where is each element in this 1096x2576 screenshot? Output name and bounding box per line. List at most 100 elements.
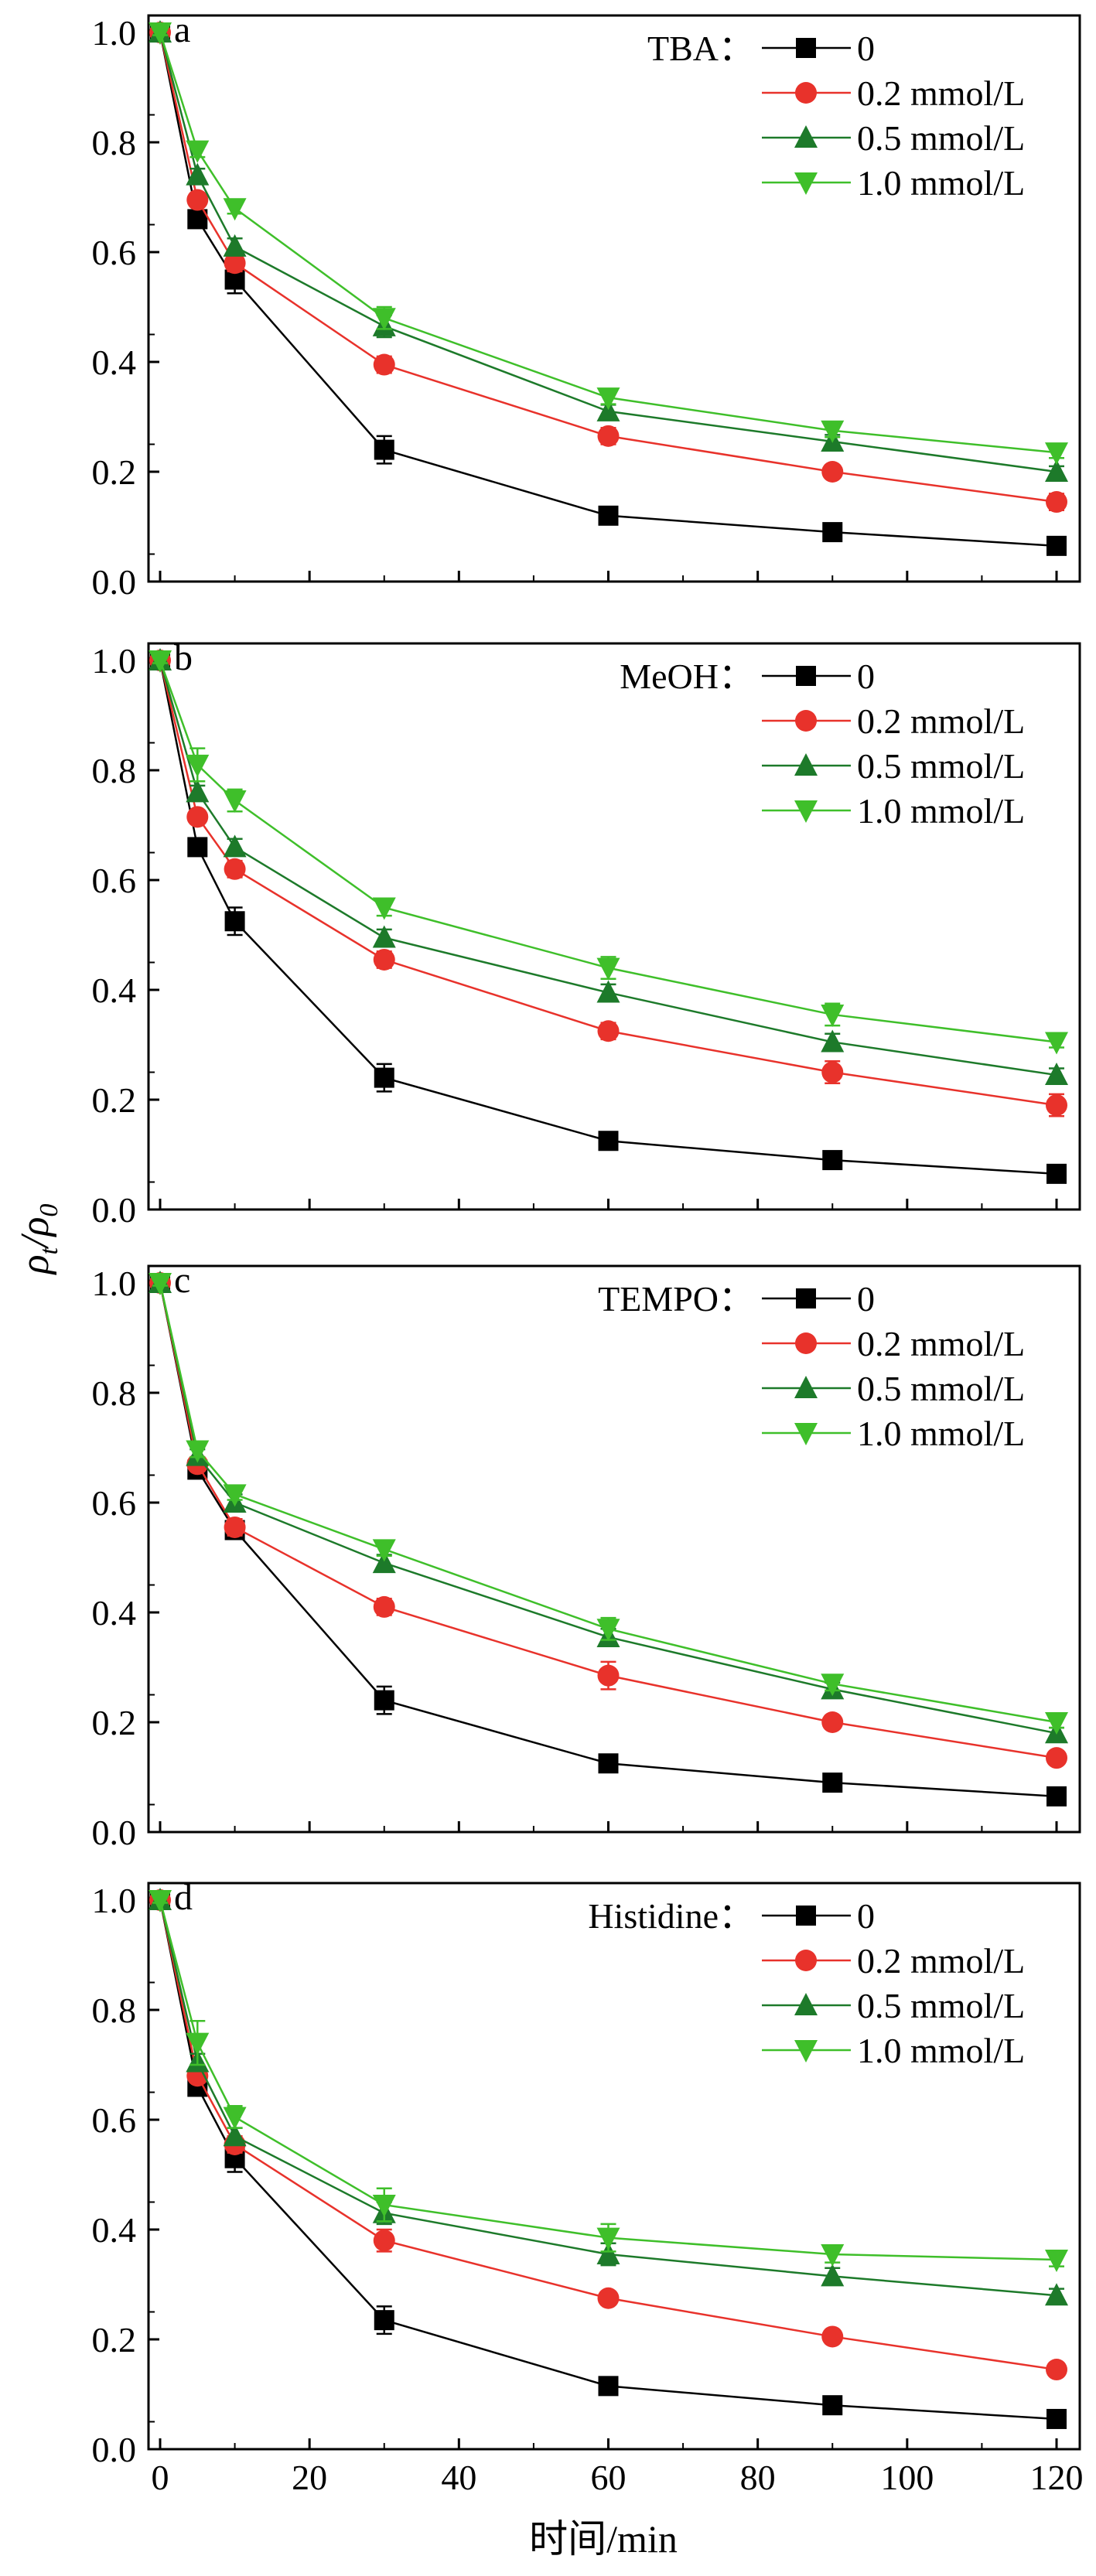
- y-tick-label-c: 1.0: [92, 1264, 137, 1303]
- data-point-a-3: [186, 140, 210, 163]
- data-point-b-3: [223, 790, 247, 814]
- data-point-c-0: [822, 1772, 843, 1793]
- data-point-a-0: [598, 505, 619, 526]
- y-tick-label-a: 0.4: [92, 343, 137, 382]
- y-tick-label-c: 0.0: [92, 1813, 137, 1852]
- y-tick-label-a: 1.0: [92, 13, 137, 53]
- legend-marker-b-3: [794, 800, 818, 823]
- legend-marker-b-2: [794, 753, 818, 776]
- data-point-c-3: [1045, 1712, 1068, 1735]
- data-point-b-1: [597, 1020, 620, 1042]
- data-point-b-2: [596, 980, 620, 1003]
- legend-label-d-1: 0.2 mmol/L: [857, 1941, 1025, 1981]
- data-point-d-1: [373, 2230, 395, 2252]
- data-point-c-3: [372, 1539, 396, 1562]
- y-tick-label-c: 0.8: [92, 1373, 137, 1413]
- data-point-c-0: [1046, 1786, 1067, 1807]
- x-tick-label: 20: [292, 2458, 327, 2497]
- y-tick-label-a: 0.0: [92, 562, 137, 602]
- data-point-b-1: [821, 1061, 844, 1083]
- data-point-c-3: [149, 1273, 172, 1295]
- data-point-d-0: [374, 2310, 394, 2331]
- data-point-a-1: [373, 353, 395, 376]
- y-tick-label-b: 0.4: [92, 971, 137, 1010]
- y-tick-label-c: 0.6: [92, 1483, 137, 1523]
- y-axis-title-slash: /: [13, 1233, 57, 1250]
- data-point-b-0: [187, 837, 208, 858]
- legend-label-b-0: 0: [857, 657, 875, 696]
- y-tick-label-d: 0.0: [92, 2430, 137, 2469]
- legend-label-c-3: 1.0 mmol/L: [857, 1414, 1025, 1453]
- plot-frame-b: [147, 642, 1081, 1211]
- data-point-c-0: [374, 1690, 394, 1711]
- legend-label-c-0: 0: [857, 1279, 875, 1319]
- data-point-b-1: [1046, 1094, 1067, 1117]
- plot-frame-d: [147, 1882, 1081, 2451]
- x-axis-title: 时间/min: [529, 2517, 678, 2561]
- legend-label-c-2: 0.5 mmol/L: [857, 1369, 1025, 1408]
- legend-marker-b-0: [796, 666, 816, 686]
- y-tick-label-a: 0.2: [92, 452, 137, 492]
- data-point-a-2: [223, 234, 247, 257]
- y-axis-title-rho-0: ρ: [13, 1217, 57, 1238]
- data-point-b-1: [186, 806, 209, 828]
- data-point-d-3: [1045, 2250, 1068, 2273]
- panel-a: 0.0 0.2 0.4 0.6 0.8 1.0 a TBA： 0 0.2 mmol/L 0.5 mm…: [92, 9, 1081, 602]
- panel-d: 0.0 0.2 0.4 0.6 0.8 1.0 0 20 40 60 80 100 120 d Histid…: [92, 1877, 1084, 2497]
- y-tick-label-d: 0.8: [92, 1991, 137, 2030]
- data-point-b-3: [1045, 1032, 1068, 1055]
- y-axis-title-rho-t: ρ: [13, 1254, 57, 1275]
- data-point-a-3: [1045, 442, 1068, 466]
- data-point-b-1: [373, 948, 395, 971]
- legend-label-b-2: 0.5 mmol/L: [857, 746, 1025, 786]
- legend-marker-d-2: [794, 1993, 818, 2015]
- y-tick-label-c: 0.2: [92, 1703, 137, 1742]
- data-point-a-0: [1046, 535, 1067, 556]
- data-point-d-1: [597, 2287, 620, 2309]
- data-point-a-1: [186, 189, 209, 211]
- data-point-a-1: [597, 425, 620, 447]
- data-point-d-2: [223, 2124, 247, 2147]
- x-tick-label: 80: [740, 2458, 776, 2497]
- data-point-c-1: [224, 1516, 246, 1538]
- legend-label-a-1: 0.2 mmol/L: [857, 73, 1025, 113]
- y-tick-label-b: 0.2: [92, 1080, 137, 1120]
- panel-letter-b: b: [174, 637, 193, 678]
- data-point-c-0: [598, 1753, 619, 1774]
- legend-marker-c-0: [796, 1288, 816, 1308]
- y-tick-label-c: 0.4: [92, 1593, 137, 1633]
- legend-marker-d-1: [795, 1950, 817, 1971]
- data-point-c-2: [372, 1551, 396, 1574]
- data-point-d-3: [223, 2107, 247, 2130]
- panel-letter-a: a: [174, 9, 190, 50]
- legend-marker-a-0: [796, 38, 816, 58]
- data-point-b-0: [1046, 1163, 1067, 1184]
- data-point-b-2: [1045, 1063, 1068, 1086]
- data-point-a-2: [1045, 459, 1068, 482]
- data-point-d-1: [821, 2325, 844, 2348]
- legend-label-c-1: 0.2 mmol/L: [857, 1324, 1025, 1363]
- x-tick-label: 0: [152, 2458, 169, 2497]
- data-point-c-3: [596, 1619, 620, 1642]
- y-tick-label-b: 0.0: [92, 1190, 137, 1230]
- data-point-d-0: [822, 2395, 843, 2416]
- data-point-b-3: [186, 754, 210, 777]
- data-point-d-2: [596, 2241, 620, 2264]
- data-point-b-0: [598, 1131, 619, 1152]
- data-point-d-3: [596, 2227, 620, 2250]
- plot-frame-a: [147, 14, 1081, 583]
- panel-c: 0.0 0.2 0.4 0.6 0.8 1.0 c TEMPO： 0 0.2 mmol/L 0.5 …: [92, 1260, 1081, 1852]
- data-point-b-3: [372, 897, 396, 920]
- legend-marker-d-3: [794, 2040, 818, 2063]
- data-point-b-2: [821, 1029, 845, 1053]
- legend-marker-c-2: [794, 1376, 818, 1398]
- data-point-b-0: [822, 1150, 843, 1171]
- data-point-b-0: [224, 911, 245, 932]
- data-point-b-3: [821, 1004, 845, 1027]
- data-point-d-3: [372, 2195, 396, 2218]
- data-point-b-3: [149, 650, 172, 673]
- y-tick-label-d: 0.6: [92, 2100, 137, 2140]
- x-tick-label: 120: [1030, 2458, 1084, 2497]
- data-point-c-1: [373, 1595, 395, 1618]
